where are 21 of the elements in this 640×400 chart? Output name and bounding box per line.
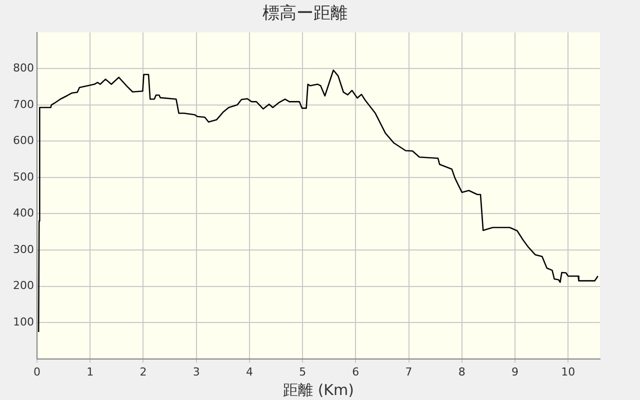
y-tick-label: 700 [12,98,34,111]
chart-title: 標高ー距離 [262,4,348,24]
y-tick-label: 200 [12,279,34,292]
x-tick-label: 3 [192,365,200,378]
x-tick-label: 0 [33,365,40,378]
x-tick-label: 4 [246,365,253,378]
x-tick-label: 1 [86,365,94,378]
y-tick-label: 800 [12,62,34,75]
x-tick-label: 9 [512,365,519,378]
x-tick-label: 10 [561,365,576,378]
x-tick-label: 2 [140,365,147,378]
y-tick-label: 600 [12,134,34,148]
y-tick-label: 100 [12,315,34,328]
y-tick-label: 400 [12,206,34,220]
x-tick-label: 6 [352,365,360,378]
y-tick-label: 500 [12,170,34,184]
x-tick-label: 8 [458,365,466,378]
y-tick-label: 300 [12,242,34,256]
x-tick-label: 5 [299,365,306,378]
x-axis-title: 距離 (Km) [283,380,354,399]
x-tick-label: 7 [405,365,412,378]
